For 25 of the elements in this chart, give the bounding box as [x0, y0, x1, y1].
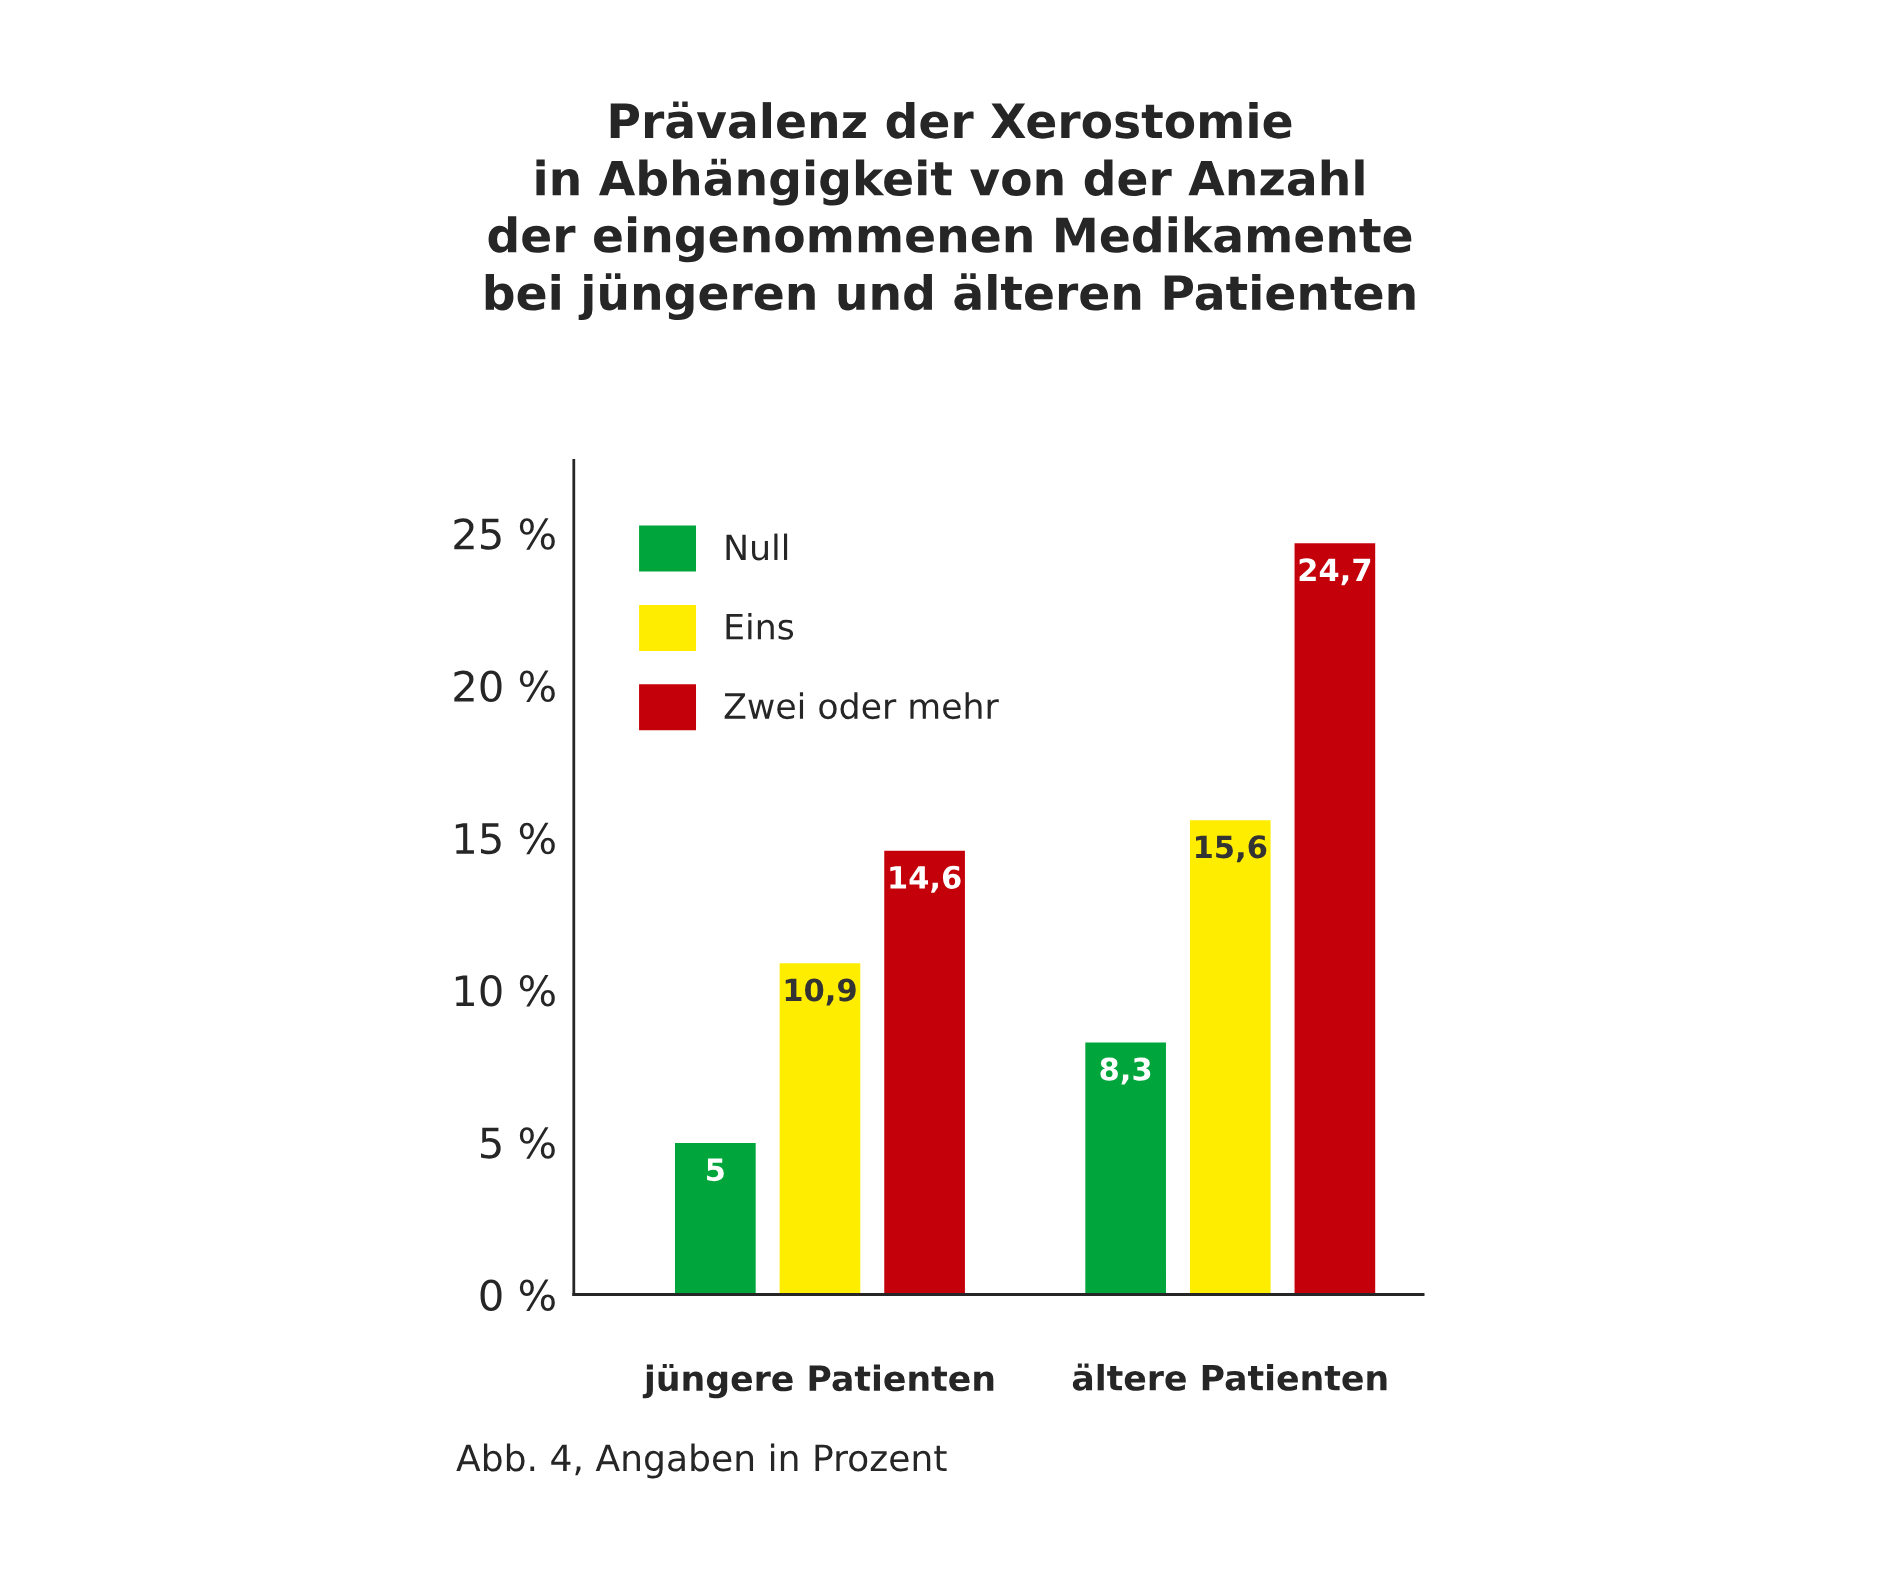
x-tick-label: jüngere Patienten: [642, 1363, 994, 1399]
y-tick-label: 25 %: [454, 518, 555, 550]
bar: [778, 961, 862, 1295]
y-tick-label: 15 %: [455, 822, 555, 855]
bar: [1188, 818, 1272, 1295]
y-tick-label: 20 %: [454, 670, 555, 703]
legend-label: Eins: [726, 612, 794, 640]
bar: [1293, 541, 1377, 1295]
data-label: 5: [707, 1158, 724, 1182]
legend-label: Zwei oder mehr: [724, 692, 999, 720]
chart-title: Prävalenz der Xerostomie in Abhängigkeit von der Anzahl der eingenommenen Medikamente bei jüngeren und älteren Patienten: [485, 101, 1415, 321]
y-tick-label: 0 %: [480, 1279, 555, 1311]
legend-label: Null: [726, 533, 788, 561]
y-tick-label: 10 %: [455, 974, 555, 1007]
data-label: 14,6: [890, 865, 961, 893]
y-tick-label: 5 %: [481, 1127, 555, 1159]
bar: [882, 849, 967, 1295]
caption: Abb. 4, Angaben in Prozent: [456, 1443, 947, 1479]
data-label: 24,7: [1299, 558, 1371, 586]
bar: [1083, 1041, 1168, 1295]
x-tick-label: ältere Patienten: [1072, 1363, 1387, 1391]
bar: [673, 1141, 758, 1295]
data-label: 8,3: [1100, 1057, 1151, 1085]
data-label: 10,9: [785, 978, 856, 1006]
data-label: 15,6: [1196, 835, 1267, 863]
